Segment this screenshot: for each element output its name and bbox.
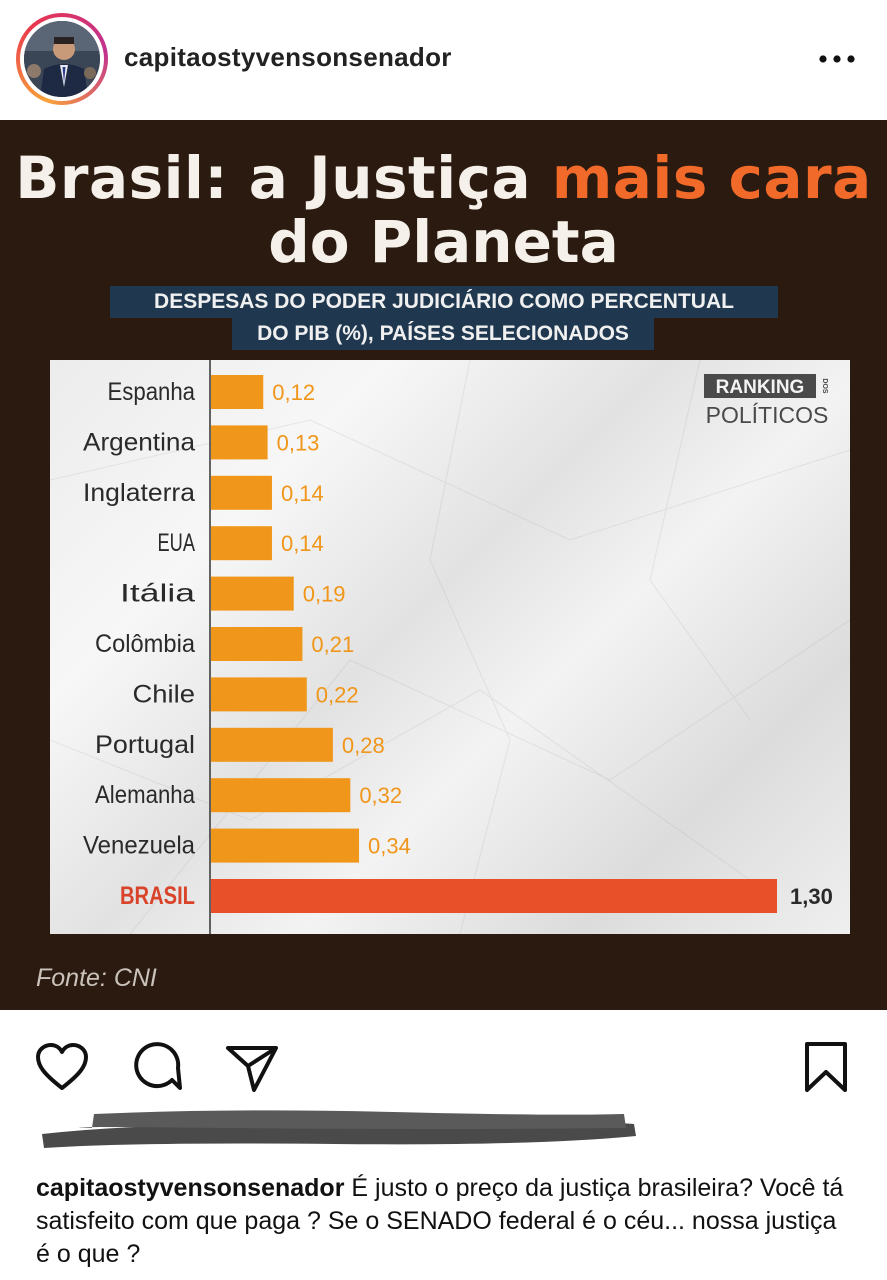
value-label-argentina: 0,13 — [277, 430, 320, 455]
value-label-chile: 0,22 — [316, 682, 359, 707]
story-ring[interactable] — [16, 13, 108, 105]
bar-alemanha — [211, 778, 350, 812]
bookmark-save-icon[interactable] — [802, 1040, 850, 1099]
category-label-itália: Itália — [120, 580, 195, 608]
title-highlight: mais cara — [552, 144, 872, 212]
avatar[interactable] — [24, 21, 100, 97]
value-label-inglaterra: 0,14 — [281, 481, 324, 506]
share-send-icon[interactable] — [224, 1042, 280, 1099]
logo-ranking-text: RANKING — [716, 377, 805, 398]
category-label-portugal: Portugal — [95, 731, 195, 759]
post-caption: capitaostyvensonsenador É justo o preço … — [36, 1172, 856, 1271]
post-image[interactable]: Brasil: a Justiça mais cara do Planeta D… — [0, 120, 887, 1010]
category-label-alemanha: Alemanha — [95, 781, 195, 809]
caption-username[interactable]: capitaostyvensonsenador — [36, 1174, 344, 1202]
logo-dos-text: DOS — [821, 378, 828, 394]
more-options-icon[interactable] — [812, 44, 862, 74]
category-label-inglaterra: Inglaterra — [83, 479, 195, 507]
post-username[interactable]: capitaostyvensonsenador — [124, 42, 452, 73]
post-actions — [0, 1010, 887, 1110]
category-label-argentina: Argentina — [83, 428, 195, 456]
value-label-portugal: 0,28 — [342, 733, 385, 758]
source-note: Fonte: CNI — [36, 964, 157, 993]
bar-argentina — [211, 425, 268, 459]
value-label-brasil: 1,30 — [790, 884, 833, 909]
bar-chile — [211, 677, 307, 711]
bar-venezuela — [211, 829, 359, 863]
category-label-eua: EUA — [158, 529, 196, 557]
value-label-alemanha: 0,32 — [359, 783, 402, 808]
bar-colômbia — [211, 627, 302, 661]
subtitle-line1: DESPESAS DO PODER JUDICIÁRIO COMO PERCEN… — [110, 290, 778, 314]
bar-brasil — [211, 879, 777, 913]
logo-politicos-text: POLÍTICOS — [706, 402, 829, 428]
post-header: capitaostyvensonsenador — [0, 0, 887, 118]
value-label-espanha: 0,12 — [272, 380, 315, 405]
value-label-venezuela: 0,34 — [368, 834, 411, 859]
bar-itália — [211, 577, 294, 611]
bar-portugal — [211, 728, 333, 762]
redacted-likes-line — [34, 1106, 640, 1152]
category-label-chile: Chile — [133, 680, 196, 708]
subtitle-box: DESPESAS DO PODER JUDICIÁRIO COMO PERCEN… — [110, 286, 778, 318]
bar-eua — [211, 526, 272, 560]
value-label-colômbia: 0,21 — [311, 632, 354, 657]
infographic-title: Brasil: a Justiça mais cara — [0, 144, 887, 212]
value-label-eua: 0,14 — [281, 531, 324, 556]
subtitle-line2: DO PIB (%), PAÍSES SELECIONADOS — [232, 322, 654, 346]
chart-panel: Espanha 0,12 Argentina 0,13 Inglaterra 0,14 EU… — [50, 360, 850, 934]
ranking-logo: RANKING DOS POLÍTICOS — [704, 374, 828, 428]
infographic-title-line2: do Planeta — [0, 208, 887, 276]
category-label-venezuela: Venezuela — [83, 832, 195, 860]
category-label-espanha: Espanha — [108, 378, 196, 406]
comment-icon[interactable] — [128, 1040, 184, 1099]
subtitle-box-2: DO PIB (%), PAÍSES SELECIONADOS — [232, 318, 654, 350]
bar-espanha — [211, 375, 263, 409]
bar-inglaterra — [211, 476, 272, 510]
like-heart-icon[interactable] — [34, 1042, 90, 1097]
bar-chart: Espanha 0,12 Argentina 0,13 Inglaterra 0,14 EU… — [50, 360, 850, 934]
category-label-colômbia: Colômbia — [95, 630, 195, 658]
category-label-brasil: BRASIL — [120, 882, 195, 910]
value-label-itália: 0,19 — [303, 582, 346, 607]
